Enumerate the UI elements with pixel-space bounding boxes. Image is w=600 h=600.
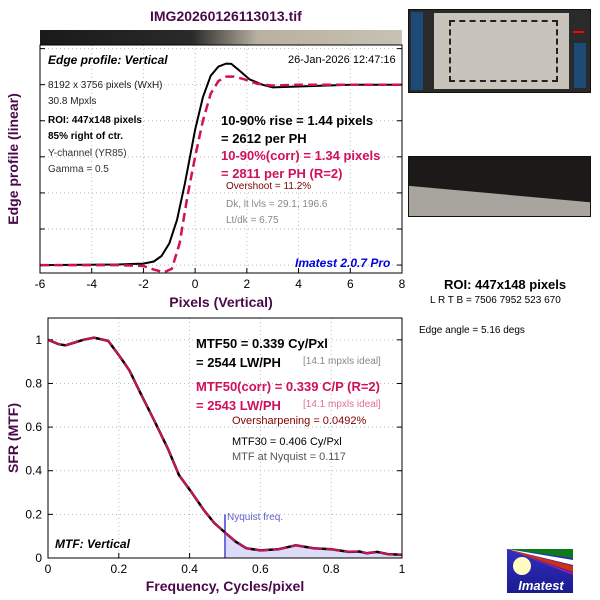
rise-corr-value: 10-90%(corr) = 1.34 pixels: [221, 148, 381, 163]
rise-result: 10-90% rise = 1.44 pixels = 2612 per PH: [221, 112, 373, 148]
levels: Dk, lt lvls = 29.1, 196.6 Lt/dk = 6.75: [226, 197, 327, 229]
version-label: Imatest 2.0.7 Pro: [295, 256, 391, 270]
y-tick-label: 0.2: [25, 507, 42, 521]
mtf50-result: MTF50 = 0.339 Cy/Pxl = 2544 LW/PH: [196, 334, 328, 372]
edge-corr-curve: [40, 75, 402, 274]
mtf30: MTF30 = 0.406 Cy/Pxl: [232, 436, 342, 448]
chart-thumbnail: [408, 9, 591, 93]
image-size: 8192 x 3756 pixels (WxH): [48, 80, 163, 91]
mtf-at-nyquist: MTF at Nyquist = 0.117: [232, 451, 346, 463]
x-tick-label: 0.2: [110, 562, 127, 576]
mtf50-ideal: [14.1 mpxls ideal]: [303, 356, 381, 367]
plot-frame: [39, 44, 403, 274]
mtf50-lwph: = 2544 LW/PH: [196, 355, 281, 370]
x-tick-label: 8: [399, 277, 406, 291]
mtf50-corr-ideal: [14.1 mpxls ideal]: [303, 399, 381, 410]
dark-light-levels: Dk, lt lvls = 29.1, 196.6: [226, 199, 328, 210]
gamma: Gamma = 0.5: [48, 164, 109, 175]
mtf50-corr-lwph: = 2543 LW/PH: [196, 398, 281, 413]
y-tick-label: 1: [35, 333, 42, 347]
x-tick-label: -6: [35, 277, 46, 291]
mtf-panel-label: MTF: Vertical: [55, 537, 130, 551]
light-dark-ratio: Lt/dk = 6.75: [226, 215, 279, 226]
y-tick-label: 0.8: [25, 376, 42, 390]
rise-corr-per-ph: = 2811 per PH (R=2): [221, 166, 343, 181]
y-tick-label: 0.4: [25, 464, 42, 478]
edge-gradient-bar: [40, 30, 402, 45]
roi-position: 85% right of ctr.: [48, 131, 124, 142]
timestamp: 26-Jan-2026 12:47:16: [288, 54, 396, 66]
x-tick-label: -2: [138, 277, 149, 291]
edge-profile-plot: -6 -4 -2 0 2 4 6 8: [35, 44, 406, 291]
x-tick-label: 6: [347, 277, 354, 291]
edge-ylabel: Edge profile (linear): [5, 93, 21, 224]
x-tick-label: 4: [295, 277, 302, 291]
edge-xlabel: Pixels (Vertical): [169, 294, 273, 310]
image-info: 8192 x 3756 pixels (WxH) 30.8 Mpxls: [48, 78, 163, 110]
x-tick-label: 2: [244, 277, 251, 291]
roi-thumbnail: [408, 156, 591, 217]
mtf-ylabel: SFR (MTF): [5, 403, 21, 473]
mtf-plot: 0 0.2 0.4 0.6 0.8 1 0 0.2 0.4 0.6 0.8 1: [25, 317, 406, 576]
channel: Y-channel (YR85): [48, 148, 127, 159]
edge-panel-label: Edge profile: Vertical: [48, 53, 168, 67]
channel-info: Y-channel (YR85) Gamma = 0.5: [48, 146, 127, 178]
logo-text: Imatest: [518, 578, 564, 593]
mtf50-value: MTF50 = 0.339 Cy/Pxl: [196, 336, 328, 351]
x-tick-label: 0.6: [252, 562, 269, 576]
overshoot: Overshoot = 11.2%: [226, 181, 312, 192]
roi-title: ROI: 447x148 pixels: [444, 277, 567, 292]
rise-value: 10-90% rise = 1.44 pixels: [221, 113, 374, 128]
mtf50-corr-result: MTF50(corr) = 0.339 C/P (R=2) = 2543 LW/…: [196, 377, 380, 415]
mtf50-corr-value: MTF50(corr) = 0.339 C/P (R=2): [196, 379, 380, 394]
roi-lrtb: L R T B = 7506 7952 523 670: [430, 295, 561, 306]
mtf-corr-curve: [47, 336, 403, 556]
x-tick-label: 1: [399, 562, 406, 576]
x-tick-label: 0.8: [323, 562, 340, 576]
imatest-logo: Imatest: [507, 549, 573, 593]
edge-angle: Edge angle = 5.16 degs: [419, 325, 525, 336]
roi-info: ROI: 447x148 pixels 85% right of ctr.: [48, 113, 142, 145]
mtf-xlabel: Frequency, Cycles/pixel: [146, 578, 304, 594]
x-tick-label: -4: [86, 277, 97, 291]
oversharpening: Oversharpening = 0.0492%: [232, 415, 367, 427]
roi-size: ROI: 447x148 pixels: [48, 115, 142, 126]
nyquist-label: Nyquist freq.: [227, 512, 284, 523]
rise-per-ph: = 2612 per PH: [221, 131, 307, 146]
plot-area: [40, 45, 402, 273]
plot-frame: [47, 317, 403, 559]
y-tick-label: 0.6: [25, 420, 42, 434]
x-tick-label: 0.4: [181, 562, 198, 576]
report-title: IMG20260126113013.tif: [150, 8, 302, 24]
megapixels: 30.8 Mpxls: [48, 96, 97, 107]
x-tick-label: 0: [192, 277, 199, 291]
rise-corr-result: 10-90%(corr) = 1.34 pixels = 2811 per PH…: [221, 147, 380, 183]
x-tick-label: 0: [45, 562, 52, 576]
y-tick-label: 0: [35, 551, 42, 565]
